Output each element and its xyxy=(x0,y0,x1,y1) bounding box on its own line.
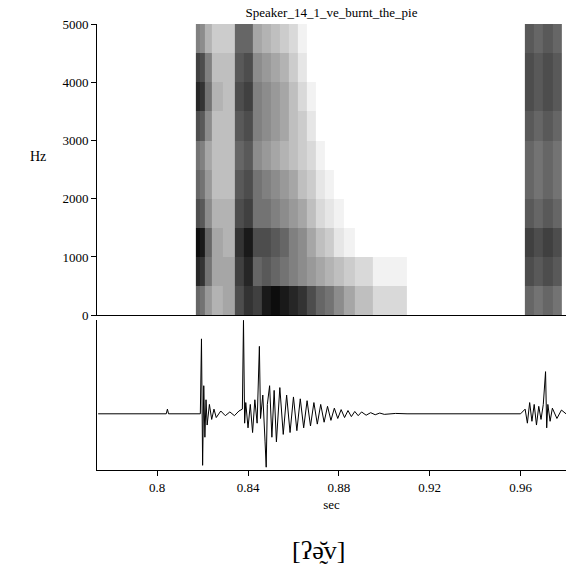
svg-text:sec: sec xyxy=(323,497,340,512)
svg-text:2000: 2000 xyxy=(62,191,88,206)
svg-text:Hz: Hz xyxy=(30,149,46,164)
svg-text:1000: 1000 xyxy=(62,250,88,265)
svg-text:Speaker_14_1_ve_burnt_the_pie: Speaker_14_1_ve_burnt_the_pie xyxy=(246,5,418,20)
svg-text:[ʔə̰̆v]: [ʔə̰̆v] xyxy=(292,536,345,565)
svg-text:0.92: 0.92 xyxy=(418,480,441,495)
svg-text:0.88: 0.88 xyxy=(328,480,351,495)
svg-text:3000: 3000 xyxy=(62,133,88,148)
svg-text:0.84: 0.84 xyxy=(237,480,260,495)
svg-text:0.8: 0.8 xyxy=(149,480,165,495)
svg-text:0.96: 0.96 xyxy=(509,480,532,495)
svg-text:4000: 4000 xyxy=(62,75,88,90)
svg-text:5000: 5000 xyxy=(62,17,88,32)
svg-text:0: 0 xyxy=(82,308,89,323)
